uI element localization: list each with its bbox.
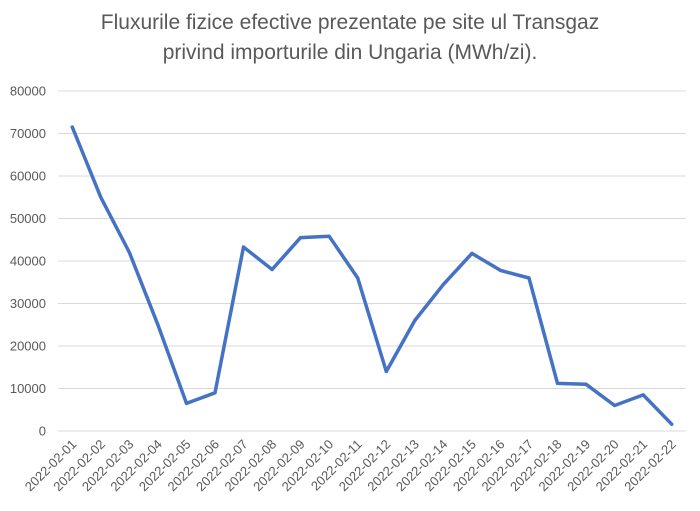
data-point-12 — [413, 318, 417, 323]
data-point-18 — [584, 382, 588, 386]
y-tick-label-4: 40000 — [10, 254, 46, 269]
data-point-21 — [670, 422, 674, 426]
y-tick-label-5: 50000 — [10, 211, 46, 226]
data-point-15 — [498, 268, 503, 272]
data-point-10 — [356, 276, 360, 280]
y-tick-label-2: 20000 — [10, 339, 46, 354]
data-point-8 — [299, 236, 303, 240]
chart-title-line-2: privind importurile din Ungaria (MWh/zi)… — [162, 41, 538, 64]
data-point-13 — [441, 282, 445, 286]
data-point-3 — [156, 323, 160, 327]
data-point-9 — [327, 234, 331, 238]
data-point-1 — [99, 195, 103, 199]
data-point-16 — [527, 276, 531, 280]
chart-title-line-1: Fluxurile fizice efective prezentate pe … — [100, 11, 600, 34]
y-tick-label-7: 70000 — [10, 126, 46, 141]
data-point-17 — [555, 381, 560, 385]
data-point-11 — [384, 369, 388, 374]
y-tick-label-0: 0 — [39, 424, 46, 439]
gridlines — [58, 90, 686, 432]
data-point-6 — [241, 245, 246, 249]
data-point-5 — [213, 391, 217, 395]
series-layer — [70, 125, 674, 426]
y-axis-ticks: 0 10000 20000 30000 40000 50000 60000 70000 8000… — [10, 84, 46, 439]
chart-title: Fluxurile fizice efective prezentate pe … — [20, 8, 680, 68]
data-point-4 — [184, 401, 189, 405]
y-tick-label-6: 60000 — [10, 169, 46, 184]
y-tick-label-8: 80000 — [10, 84, 46, 99]
x-axis-ticks: 2022-02-012022-02-022022-02-032022-02-04… — [22, 437, 679, 495]
data-point-20 — [641, 393, 645, 397]
data-point-19 — [613, 403, 617, 408]
data-point-14 — [470, 251, 474, 255]
y-tick-label-1: 10000 — [10, 381, 46, 396]
data-point-2 — [127, 250, 131, 255]
data-point-0 — [70, 125, 74, 129]
y-tick-label-3: 30000 — [10, 296, 46, 311]
data-point-7 — [270, 267, 274, 272]
series-line-0 — [70, 125, 674, 426]
